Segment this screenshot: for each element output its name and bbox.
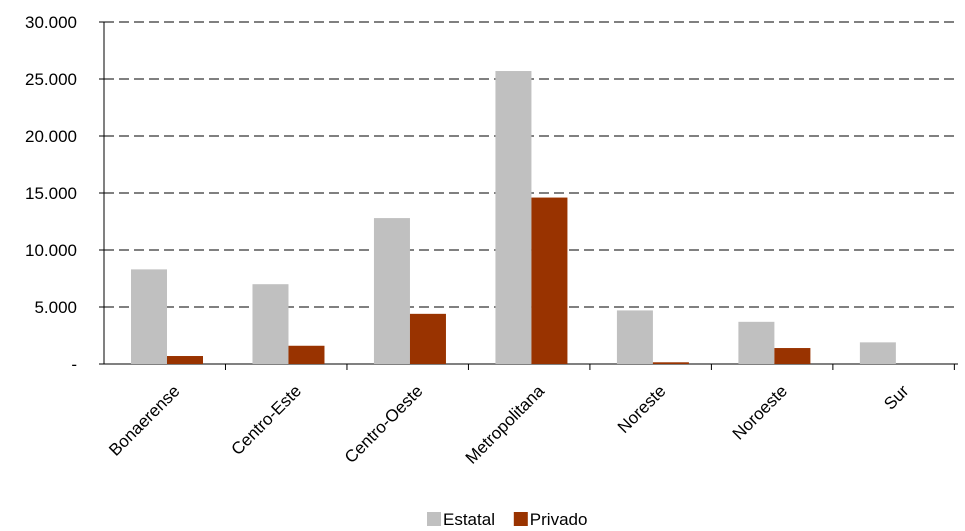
y-tick-label: 20.000	[25, 127, 77, 146]
x-tick-label: Noreste	[614, 381, 670, 437]
y-tick-label: 25.000	[25, 70, 77, 89]
bar-privado	[652, 362, 689, 364]
legend: Estatal Privado	[427, 510, 587, 529]
x-tick-label: Centro-Este	[227, 381, 305, 459]
bar-privado	[774, 348, 811, 364]
bar-estatal	[859, 342, 896, 364]
x-tick-label: Centro-Oeste	[341, 381, 427, 467]
y-tick-labels: - 5.000 10.000 15.000 20.000 25.000 30.000	[25, 13, 77, 374]
y-tick-label: 10.000	[25, 241, 77, 260]
y-tick-label: 30.000	[25, 13, 77, 32]
y-tick-label: 5.000	[34, 298, 77, 317]
legend-swatch-privado	[513, 512, 528, 526]
x-tick-label: Metropolitana	[462, 381, 549, 468]
bar-estatal	[373, 218, 410, 364]
bar-privado	[531, 197, 568, 364]
bar-estatal	[252, 284, 289, 364]
x-tick-labels: Bonaerense Centro-Este Centro-Oeste Metropo…	[105, 381, 912, 468]
x-tick-label: Bonaerense	[105, 381, 183, 459]
legend-label: Privado	[530, 510, 588, 529]
bar-privado	[409, 313, 446, 364]
x-tick-label: Sur	[880, 381, 912, 413]
bar-privado	[167, 356, 203, 364]
bar-estatal	[616, 310, 653, 364]
y-tick-label: -	[71, 355, 77, 374]
y-tick-label: 15.000	[25, 184, 77, 203]
x-tick-label: Noroeste	[729, 381, 791, 443]
bars	[131, 71, 896, 365]
bar-estatal	[738, 321, 775, 364]
bar-estatal	[495, 71, 532, 365]
bar-privado	[288, 345, 325, 364]
legend-swatch-estatal	[427, 512, 441, 526]
bar-estatal	[131, 269, 167, 364]
legend-label: Estatal	[443, 510, 495, 529]
